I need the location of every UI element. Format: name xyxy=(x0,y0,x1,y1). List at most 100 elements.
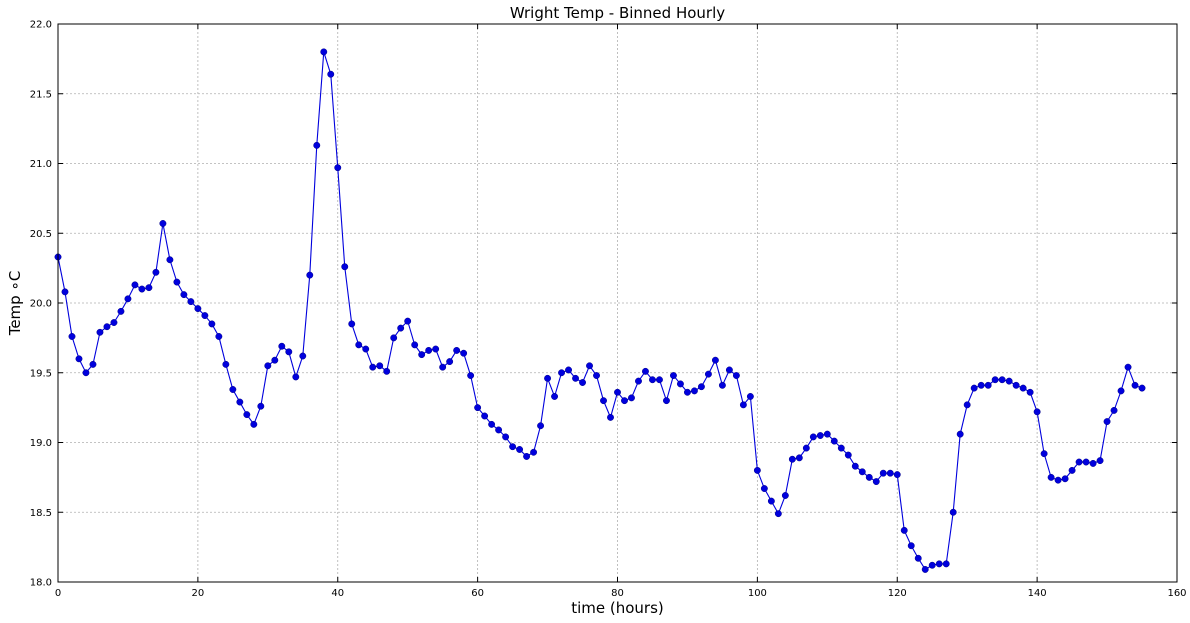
chart-title: Wright Temp - Binned Hourly xyxy=(510,4,725,22)
data-point xyxy=(187,298,195,306)
data-point xyxy=(767,497,775,505)
data-point xyxy=(872,478,880,486)
data-point xyxy=(928,561,936,569)
data-point xyxy=(935,560,943,568)
data-point xyxy=(711,356,719,364)
data-point xyxy=(439,363,447,371)
data-point xyxy=(642,367,649,375)
data-point xyxy=(865,473,873,481)
y-tick-label: 18.5 xyxy=(30,508,52,519)
data-point xyxy=(628,394,635,402)
x-tick-label: 100 xyxy=(748,588,767,599)
data-point xyxy=(467,372,475,379)
series-polyline xyxy=(57,51,1143,571)
data-point xyxy=(397,324,405,332)
data-point xyxy=(956,430,964,438)
x-tick-label: 40 xyxy=(331,588,344,599)
data-point xyxy=(572,374,579,382)
data-point xyxy=(145,284,153,292)
data-point xyxy=(285,348,293,356)
data-points xyxy=(54,48,1146,573)
grid-lines xyxy=(57,23,1178,583)
data-point xyxy=(299,352,307,360)
data-point xyxy=(509,443,517,451)
data-point xyxy=(991,376,999,384)
data-point xyxy=(474,404,482,412)
data-point xyxy=(1131,381,1139,389)
data-point xyxy=(690,387,698,395)
data-point xyxy=(551,393,559,400)
data-point xyxy=(110,319,118,326)
data-point xyxy=(222,360,230,368)
data-point xyxy=(341,263,349,271)
data-point xyxy=(1089,459,1097,467)
data-point xyxy=(649,376,656,384)
y-tick-label: 21.0 xyxy=(30,159,52,170)
data-point xyxy=(670,372,677,379)
x-tick-label: 60 xyxy=(471,588,484,599)
data-point xyxy=(355,341,363,349)
data-point xyxy=(816,432,824,439)
data-point xyxy=(1005,377,1013,385)
data-point xyxy=(914,554,922,562)
data-point xyxy=(383,367,391,375)
data-point xyxy=(418,351,426,359)
data-point xyxy=(271,356,279,364)
data-point xyxy=(362,345,370,353)
data-point xyxy=(250,420,258,428)
data-point xyxy=(802,444,810,452)
data-point xyxy=(963,401,971,409)
data-point xyxy=(1054,476,1062,484)
data-point xyxy=(1061,475,1069,483)
data-point xyxy=(243,411,251,419)
x-tick-label: 0 xyxy=(55,588,61,599)
data-point xyxy=(907,542,915,550)
data-point xyxy=(481,412,489,420)
data-point xyxy=(921,565,929,573)
data-point xyxy=(732,372,740,379)
data-point xyxy=(760,485,768,492)
data-point xyxy=(621,397,628,405)
data-point xyxy=(257,402,265,410)
data-point xyxy=(376,362,384,370)
data-point xyxy=(753,466,761,474)
data-point xyxy=(830,437,838,445)
data-point xyxy=(432,345,440,353)
data-point xyxy=(998,376,1006,384)
y-tick-label: 21.5 xyxy=(30,89,52,100)
data-point xyxy=(1138,384,1146,392)
data-point xyxy=(795,454,803,462)
data-point xyxy=(180,291,188,299)
data-point xyxy=(453,346,461,354)
data-point xyxy=(425,346,433,354)
y-tick-label: 20.5 xyxy=(30,229,52,240)
data-point xyxy=(1117,387,1125,395)
data-point xyxy=(152,268,160,276)
data-point xyxy=(82,369,90,377)
data-point xyxy=(809,433,817,441)
data-point xyxy=(236,398,244,406)
data-point xyxy=(348,320,356,328)
data-point xyxy=(369,363,377,371)
data-point xyxy=(1096,457,1104,465)
x-tick-label: 20 xyxy=(192,588,205,599)
x-tick-label: 140 xyxy=(1028,588,1047,599)
y-tick-label: 22.0 xyxy=(30,20,52,31)
data-point xyxy=(1068,466,1076,474)
data-point xyxy=(75,355,83,363)
data-point xyxy=(320,48,328,56)
data-point xyxy=(683,388,691,396)
data-point xyxy=(823,430,831,438)
data-point xyxy=(837,444,845,452)
data-point xyxy=(586,362,593,370)
data-point xyxy=(579,379,586,386)
data-point xyxy=(229,386,237,393)
y-tick-label: 20.0 xyxy=(30,299,52,310)
data-point xyxy=(313,141,321,149)
data-point xyxy=(704,370,712,378)
data-point xyxy=(844,451,852,459)
plot-frame xyxy=(57,23,1178,583)
data-point xyxy=(614,388,621,396)
data-point xyxy=(663,397,670,405)
data-point xyxy=(1110,406,1118,414)
